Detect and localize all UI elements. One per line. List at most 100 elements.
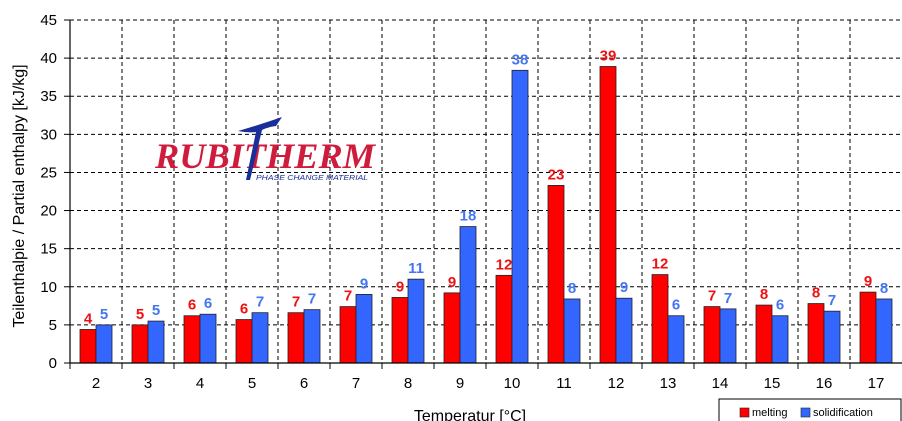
melting-data-label: 5 bbox=[136, 306, 144, 323]
x-tick-label: 6 bbox=[300, 375, 308, 392]
melting-data-label: 4 bbox=[84, 310, 93, 327]
solidification-bar bbox=[511, 69, 529, 364]
melting-bar bbox=[183, 315, 201, 364]
solidification-data-label: 6 bbox=[672, 297, 680, 314]
melting-bar bbox=[235, 319, 253, 364]
x-tick-label: 10 bbox=[504, 375, 521, 392]
solidification-data-label: 7 bbox=[724, 290, 732, 307]
solidification-data-label: 7 bbox=[308, 291, 316, 308]
melting-data-label: 9 bbox=[396, 278, 404, 295]
x-axis-title: Temperatur [°C] bbox=[414, 408, 526, 421]
y-tick-label: 40 bbox=[40, 50, 57, 67]
legend: melting solidification bbox=[718, 398, 902, 421]
melting-bar bbox=[755, 304, 773, 364]
melting-bar bbox=[339, 306, 357, 364]
melting-data-label: 7 bbox=[344, 288, 352, 305]
melting-bar bbox=[79, 329, 97, 364]
x-tick-label: 9 bbox=[456, 375, 464, 392]
solidification-bar bbox=[147, 320, 165, 364]
solidification-bar bbox=[355, 293, 373, 364]
melting-data-label: 12 bbox=[496, 256, 513, 273]
melting-data-label: 9 bbox=[864, 273, 872, 290]
x-tick-label: 7 bbox=[352, 375, 360, 392]
solidification-bar bbox=[823, 310, 841, 364]
melting-bar bbox=[443, 292, 461, 364]
x-tick-label: 3 bbox=[144, 375, 152, 392]
x-tick-label: 12 bbox=[608, 375, 625, 392]
solidification-data-label: 11 bbox=[408, 260, 424, 277]
melting-bar bbox=[391, 297, 409, 364]
axes bbox=[64, 19, 902, 369]
melting-bar bbox=[287, 312, 305, 364]
solidification-data-label: 9 bbox=[360, 275, 368, 292]
y-tick-label: 0 bbox=[49, 355, 57, 372]
y-tick-label: 20 bbox=[40, 203, 57, 220]
x-tick-label: 11 bbox=[556, 375, 572, 392]
solidification-data-label: 7 bbox=[828, 292, 836, 309]
melting-data-label: 39 bbox=[600, 47, 617, 64]
x-tick-label: 16 bbox=[816, 375, 833, 392]
x-tick-label: 13 bbox=[660, 375, 677, 392]
y-tick-label: 10 bbox=[40, 279, 57, 296]
solidification-bar bbox=[251, 312, 269, 364]
y-tick-label: 25 bbox=[40, 164, 57, 181]
melting-data-label: 7 bbox=[708, 288, 716, 305]
solidification-bar bbox=[667, 315, 685, 364]
melting-bar bbox=[859, 291, 877, 364]
solidification-data-label: 8 bbox=[568, 280, 576, 297]
y-tick-label: 5 bbox=[49, 317, 57, 334]
solidification-bar bbox=[875, 298, 893, 364]
solidification-data-label: 18 bbox=[460, 208, 477, 225]
x-tick-label: 5 bbox=[248, 375, 256, 392]
x-tick-label: 14 bbox=[712, 375, 729, 392]
melting-data-label: 6 bbox=[188, 297, 196, 314]
solidification-data-label: 6 bbox=[204, 295, 212, 312]
solidification-bar bbox=[615, 297, 633, 364]
solidification-bar bbox=[563, 298, 581, 364]
melting-data-label: 12 bbox=[652, 256, 669, 273]
x-tick-label: 17 bbox=[868, 375, 885, 392]
solidification-data-label: 9 bbox=[620, 279, 628, 296]
y-axis-title: Teilenthalpie / Partial enthalpy [kJ/kg] bbox=[11, 64, 28, 327]
gridlines bbox=[70, 19, 902, 363]
solidification-bar bbox=[199, 313, 217, 364]
melting-bar bbox=[495, 274, 513, 364]
logo-t-glyph bbox=[238, 117, 282, 180]
solidification-bar bbox=[407, 278, 425, 364]
melting-bar bbox=[131, 324, 149, 364]
melting-bar bbox=[807, 303, 825, 364]
solidification-data-label: 5 bbox=[100, 306, 108, 323]
legend-label-solidification: solidification bbox=[813, 407, 873, 419]
solidification-bar bbox=[719, 308, 737, 364]
bars bbox=[79, 66, 893, 364]
solidification-bar bbox=[303, 309, 321, 364]
melting-data-label: 7 bbox=[292, 294, 300, 311]
y-tick-label: 35 bbox=[40, 88, 57, 105]
melting-bar bbox=[703, 306, 721, 364]
solidification-bar bbox=[771, 315, 789, 364]
solidification-bar bbox=[459, 226, 477, 364]
legend-swatch-solidification bbox=[800, 407, 811, 418]
legend-label-melting: melting bbox=[752, 407, 787, 419]
logo-tagline: PHASE CHANGE MATERIAL bbox=[256, 175, 368, 182]
solidification-data-label: 38 bbox=[512, 51, 529, 68]
x-tick-label: 8 bbox=[404, 375, 412, 392]
melting-data-label: 8 bbox=[812, 285, 820, 302]
solidification-data-label: 5 bbox=[152, 302, 160, 319]
x-tick-label: 15 bbox=[764, 375, 781, 392]
legend-swatch-melting bbox=[739, 407, 750, 418]
logo-wordmark: RUBITHERM bbox=[154, 136, 377, 176]
melting-bar bbox=[651, 274, 669, 364]
solidification-data-label: 6 bbox=[776, 297, 784, 314]
melting-bar bbox=[599, 66, 617, 364]
melting-bar bbox=[547, 185, 565, 364]
solidification-data-label: 7 bbox=[256, 294, 264, 311]
melting-data-label: 9 bbox=[448, 274, 456, 291]
solidification-data-label: 8 bbox=[880, 280, 888, 297]
melting-data-label: 6 bbox=[240, 301, 248, 318]
melting-data-label: 8 bbox=[760, 286, 768, 303]
